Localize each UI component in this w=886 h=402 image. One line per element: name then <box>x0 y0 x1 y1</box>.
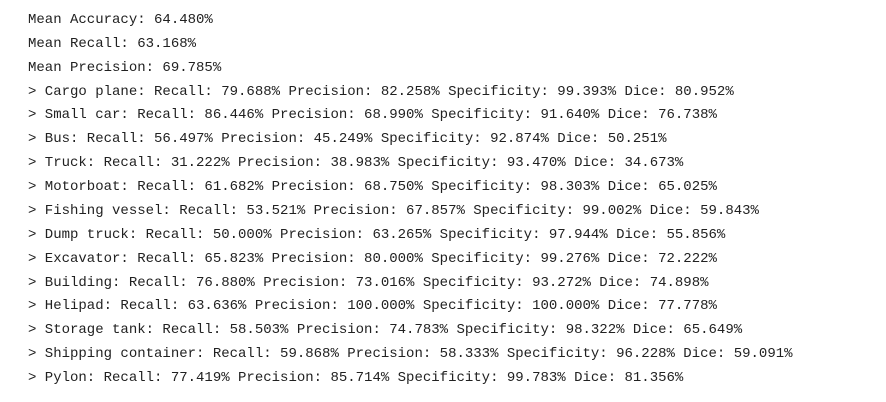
output-line: Mean Accuracy: 64.480% <box>28 12 213 28</box>
output-line: > Pylon: Recall: 77.419% Precision: 85.7… <box>28 370 684 387</box>
output-line: > Dump truck: Recall: 50.000% Precision:… <box>28 226 726 243</box>
output-line: Mean Recall: 63.168% <box>28 35 197 52</box>
output-line: Mean Precision: 69.785% <box>28 59 222 76</box>
output-line: > Small car: Recall: 86.446% Precision: … <box>28 107 717 124</box>
output-line: > Excavator: Recall: 65.823% Precision: … <box>28 250 717 267</box>
output-line: > Shipping container: Recall: 59.868% Pr… <box>28 346 793 363</box>
output-line: > Cargo plane: Recall: 79.688% Precision… <box>28 83 734 100</box>
output-line: > Bus: Recall: 56.497% Precision: 45.249… <box>28 131 667 148</box>
output-line: > Helipad: Recall: 63.636% Precision: 10… <box>28 298 717 315</box>
output-line: > Motorboat: Recall: 61.682% Precision: … <box>28 179 717 196</box>
output-line: > Fishing vessel: Recall: 53.521% Precis… <box>28 202 759 219</box>
output-line: > Building: Recall: 76.880% Precision: 7… <box>28 274 709 291</box>
output-line: > Storage tank: Recall: 58.503% Precisio… <box>28 322 743 339</box>
output-line: > Truck: Recall: 31.222% Precision: 38.9… <box>28 155 684 172</box>
